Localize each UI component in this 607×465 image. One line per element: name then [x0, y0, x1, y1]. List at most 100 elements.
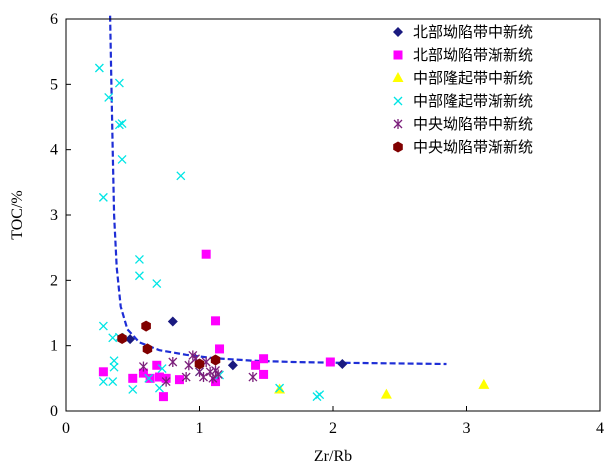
y-tick-label: 1: [50, 338, 58, 355]
data-point: [325, 357, 335, 367]
marker-stroke: [275, 383, 285, 393]
legend-marker: [393, 119, 403, 129]
marker-stroke: [109, 356, 119, 366]
data-point: [158, 392, 168, 402]
data-point: [145, 373, 155, 383]
marker-stroke: [134, 254, 144, 264]
series-0: [125, 316, 348, 371]
data-point: [251, 360, 261, 370]
data-point: [210, 354, 221, 366]
data-point: [201, 249, 211, 259]
series-5: [117, 320, 221, 370]
legend-marker: [393, 50, 403, 60]
legend: 北部坳陷带中新统北部坳陷带渐新统中部隆起带中新统中部隆起带渐新统中央坳陷带中新统…: [392, 23, 533, 156]
data-point: [128, 373, 138, 383]
data-point: [98, 192, 108, 202]
data-point: [109, 356, 119, 366]
data-point: [144, 373, 154, 383]
data-point: [98, 367, 108, 377]
data-point: [157, 364, 167, 373]
data-point: [208, 373, 218, 384]
y-tick-label: 0: [50, 403, 58, 420]
data-point: [125, 334, 136, 345]
data-point: [199, 372, 208, 383]
data-point: [109, 362, 119, 372]
data-point: [161, 376, 171, 387]
marker-stroke: [152, 279, 162, 289]
marker-stroke: [393, 96, 403, 106]
data-point: [117, 155, 127, 164]
y-axis-title: TOC/%: [9, 190, 26, 239]
x-axis-title: Zr/Rb: [314, 448, 352, 465]
data-point: [98, 377, 108, 387]
legend-label: 中部隆起带中新统: [413, 69, 533, 87]
data-point: [114, 120, 124, 130]
marker-stroke: [128, 384, 138, 394]
legend-label: 北部坳陷带中新统: [413, 23, 533, 41]
legend-marker: [393, 141, 403, 153]
data-point: [194, 358, 205, 370]
legend-marker: [392, 72, 404, 82]
data-point: [176, 171, 186, 181]
marker-stroke: [117, 155, 127, 164]
marker-stroke: [94, 63, 104, 73]
y-tick-label: 4: [50, 142, 58, 159]
data-point: [98, 321, 108, 331]
data-point: [117, 119, 127, 128]
marker-stroke: [117, 119, 127, 128]
data-point: [138, 361, 148, 372]
data-point: [134, 254, 144, 264]
x-tick-label: 1: [196, 420, 204, 437]
marker-stroke: [114, 120, 124, 130]
axes-layer: 0 1 2 3 4 0 1 2 3 4 5 6: [50, 11, 604, 437]
trend-line: [109, 15, 447, 366]
marker-stroke: [157, 364, 167, 373]
data-point: [104, 92, 114, 102]
x-tick-label: 4: [596, 420, 604, 437]
marker-stroke: [104, 92, 114, 102]
x-tick-label: 3: [463, 420, 471, 437]
data-point: [259, 369, 269, 379]
data-point: [478, 378, 490, 389]
legend-marker: [393, 96, 403, 106]
data-point: [259, 354, 269, 364]
data-point: [141, 320, 151, 332]
legend-label: 北部坳陷带渐新统: [413, 46, 533, 64]
data-point: [227, 360, 238, 371]
data-point: [213, 369, 223, 380]
legend-label: 中央坳陷带渐新统: [413, 138, 533, 156]
legend-label: 中部隆起带渐新统: [413, 92, 533, 110]
marker-stroke: [114, 78, 124, 88]
y-tick-label: 2: [50, 272, 58, 289]
series-2: [274, 378, 490, 399]
data-point: [117, 333, 127, 344]
data-point: [152, 360, 162, 370]
data-point: [168, 357, 178, 367]
data-point: [152, 279, 162, 289]
marker-stroke: [108, 333, 118, 343]
marker-stroke: [98, 192, 108, 202]
trend-line-layer: [109, 15, 447, 366]
y-tick-label: 5: [50, 76, 58, 93]
data-points-layer: [94, 63, 490, 402]
marker-stroke: [109, 362, 119, 372]
y-tick-label: 3: [50, 207, 58, 224]
marker-stroke: [134, 271, 144, 281]
legend-marker: [393, 27, 403, 37]
data-point: [114, 78, 124, 88]
data-point: [138, 368, 148, 378]
data-point: [108, 377, 118, 387]
legend-label: 中央坳陷带中新统: [413, 115, 533, 133]
data-point: [215, 344, 225, 354]
y-tick-label: 6: [50, 11, 58, 28]
data-point: [380, 388, 392, 399]
series-3: [94, 63, 325, 402]
data-point: [248, 372, 258, 383]
marker-stroke: [144, 373, 154, 383]
data-point: [134, 271, 144, 281]
marker-stroke: [176, 171, 186, 181]
data-point: [174, 375, 184, 385]
data-point: [167, 316, 178, 327]
marker-stroke: [315, 390, 325, 400]
